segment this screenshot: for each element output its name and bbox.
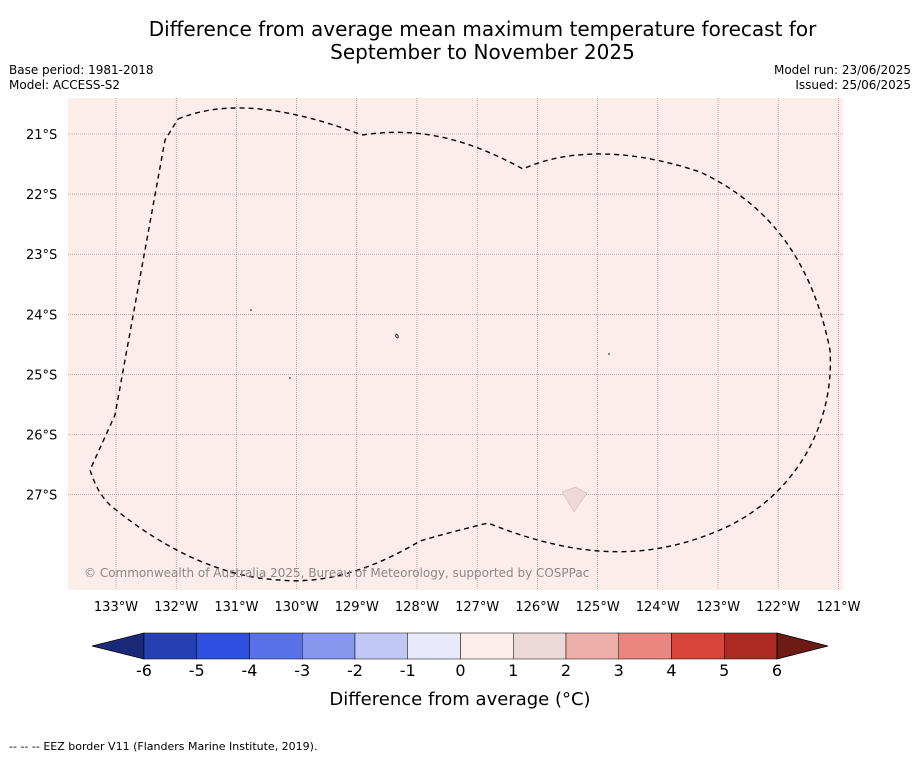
model-text: Model: ACCESS-S2 [9,78,121,92]
latitude-label: 27°S [26,489,57,504]
colorbar-segment [565,632,619,660]
colorbar-tick-label: -5 [189,661,205,680]
copyright-text: © Commonwealth of Australia 2025, Bureau… [84,566,589,580]
latitude-labels: 21°S 22°S 23°S 24°S 25°S 26°S 27°S [26,128,57,504]
colorbar-segment [354,632,408,660]
longitude-label: 122°W [756,600,800,615]
colorbar-segment [196,632,250,660]
map: 21°S22°S23°S24°S25°S26°S27°S 133°W 132°W 1… [26,98,861,615]
colorbar-segment [724,632,778,660]
issued-text: Issued: 25/06/2025 [795,78,911,92]
colorbar-tick-label: 5 [719,661,729,680]
colorbar-segment [671,632,725,660]
colorbar-tick-label: -3 [294,661,310,680]
longitude-label: 128°W [395,600,439,615]
colorbar-tick-label: 0 [455,661,465,680]
colorbar-tick-label: 1 [508,661,518,680]
island [250,309,252,311]
colorbar-segment [460,632,514,660]
latitude-label: 26°S [26,429,57,444]
longitude-label: 132°W [154,600,198,615]
latitude-label: 25°S [26,368,57,383]
colorbar-tick-label: -2 [347,661,363,680]
page-title: Difference from average mean maximum tem… [60,18,905,64]
longitude-label: 121°W [816,600,860,615]
colorbar-tick-label: 3 [614,661,624,680]
colorbar-tick-label: -6 [136,661,152,680]
colorbar-segment [407,632,461,660]
longitude-label: 131°W [214,600,258,615]
title-line-1: Difference from average mean maximum tem… [148,17,817,41]
colorbar-segment [302,632,356,660]
colorbar-over-arrow [776,632,829,660]
longitude-label: 130°W [275,600,319,615]
graticule [68,98,843,590]
colorbar-tick-label: 2 [561,661,571,680]
longitude-label: 123°W [696,600,740,615]
meta-right: Model run: 23/06/2025 Issued: 25/06/2025 [774,63,911,93]
longitude-label: 124°W [636,600,680,615]
longitude-label: 126°W [515,600,559,615]
colorbar-label: Difference from average (°C) [329,689,590,710]
latitude-label: 21°S [26,128,57,143]
colorbar-segment [618,632,672,660]
base-period-text: Base period: 1981-2018 [9,63,154,77]
colorbar-segment [513,632,567,660]
meta-left: Base period: 1981-2018 Model: ACCESS-S2 [9,63,154,93]
map-background [68,98,843,590]
longitude-label: 133°W [94,600,138,615]
eez-border [89,107,832,582]
colorbar-tick-label: -1 [400,661,416,680]
latitude-label: 24°S [26,308,57,323]
colorbar-under-arrow [91,632,145,660]
island [395,333,399,339]
title-line-2: September to November 2025 [330,40,635,64]
longitude-label: 129°W [335,600,379,615]
colorbar-tick-label: 6 [772,661,782,680]
latitude-label: 23°S [26,248,57,263]
colorbar-segment [249,632,303,660]
eez-legend-text: EEZ border V11 (Flanders Marine Institut… [43,740,318,753]
island [289,377,291,379]
longitude-labels: 133°W 132°W 131°W 130°W 129°W 128°W 127°W 126°W… [94,600,861,615]
colorbar-tick-label: 4 [666,661,676,680]
eez-legend-symbol: -- -- -- [9,740,40,753]
longitude-label: 127°W [455,600,499,615]
colorbar-segment [143,632,197,660]
footer-legend: -- -- -- EEZ border V11 (Flanders Marine… [9,740,317,753]
longitude-label: 125°W [576,600,620,615]
island [608,353,610,355]
colorbar-tick-label: -4 [242,661,258,680]
latitude-label: 22°S [26,188,57,203]
anomaly-patch [561,486,588,513]
model-run-text: Model run: 23/06/2025 [773,63,911,77]
